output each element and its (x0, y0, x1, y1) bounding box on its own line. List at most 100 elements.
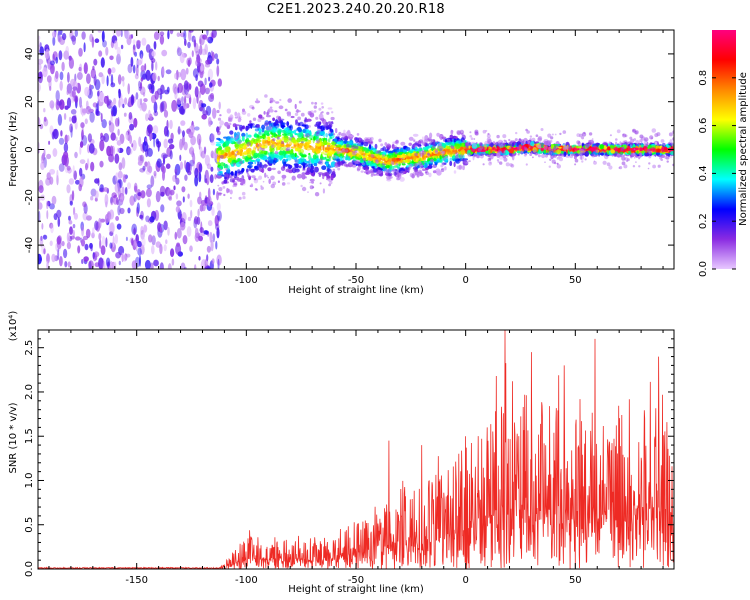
spectrogram-noise-blob (72, 86, 78, 91)
spectrogram-halo-dot (503, 139, 506, 142)
spectrogram-halo-dot (365, 172, 369, 175)
spectrogram-noise-blob (75, 179, 80, 185)
spectrogram-noise-blob (60, 130, 63, 137)
spectrogram-x-ticks: -150 -100 -50 0 50 (48, 30, 664, 286)
spectrogram-noise-blob (79, 145, 82, 155)
spectrogram-halo-dot (554, 162, 557, 165)
spectrogram-halo-dot (482, 163, 485, 166)
spectrogram-halo-dot (620, 147, 625, 151)
spectrogram-noise-blob (150, 83, 155, 95)
spectrogram-noise-blob (52, 36, 56, 46)
spectrogram-halo-dot (469, 131, 472, 134)
spectrogram-noise-blob (115, 251, 121, 259)
spectrogram-noise-blob (142, 141, 149, 152)
spectrogram-noise-blob (204, 87, 210, 95)
spectrogram-signal-blob (540, 147, 544, 151)
spectrogram-signal-blob (219, 120, 225, 126)
spectrogram-noise-blob (126, 146, 131, 156)
spectrogram-signal-blob (598, 151, 601, 157)
spectrogram-signal-blob (382, 146, 387, 152)
spectrogram-noise-blob (130, 56, 134, 68)
spectrogram-halo-dot (498, 141, 501, 145)
spectrogram-noise-blob (109, 222, 115, 234)
spectrogram-halo-dot (529, 138, 532, 141)
spectrogram-noise-blob (194, 126, 200, 131)
spectrogram-halo-dot (257, 144, 260, 147)
spectrogram-noise-blob (116, 53, 121, 65)
spectrogram-noise-blob (188, 131, 194, 139)
spectrogram-noise-blob (179, 105, 185, 115)
spectrogram-noise-blob (193, 216, 199, 225)
spectrogram-halo-dot (341, 148, 346, 153)
spectrogram-noise-blob (139, 168, 146, 173)
spectrogram-signal-blob (258, 175, 263, 180)
spectrogram-noise-blob (199, 38, 202, 45)
spectrogram-halo-dot (544, 161, 546, 163)
spectrogram-noise-blob (132, 228, 137, 235)
spectrogram-signal-blob (243, 144, 247, 150)
spectrogram-noise-blob (119, 196, 124, 204)
snr-y-tick-label: 0.0 (24, 561, 35, 577)
spectrogram-halo-dot (334, 144, 337, 147)
spectrogram-signal-blob (281, 146, 287, 152)
spectrogram-halo-dot (494, 142, 497, 146)
spectrogram-noise-blob (40, 154, 45, 164)
spectrogram-noise-blob (110, 132, 116, 141)
spectrogram-halo-dot (260, 186, 264, 190)
spectrogram-signal-blob (235, 126, 238, 131)
spectrogram-signal-blob (263, 163, 267, 169)
spectrogram-signal-blob (646, 152, 650, 157)
spectrogram-halo-dot (343, 159, 346, 162)
spectrogram-noise-blob (216, 210, 222, 222)
spectrogram-noise-blob (112, 235, 115, 248)
snr-x-tick-label: -150 (125, 575, 148, 586)
spectrogram-noise-blob (93, 58, 98, 66)
spectrogram-signal-blob (272, 117, 275, 122)
spectrogram-signal-blob (291, 130, 295, 134)
spectrogram-noise-blob (38, 179, 44, 190)
spectrogram-halo-dot (256, 98, 259, 101)
spectrogram-signal-blob (433, 139, 436, 143)
spectrogram-noise-blob (162, 154, 168, 159)
spectrogram-noise-blob (187, 41, 191, 49)
spectrogram-noise-blob (176, 228, 182, 239)
spectrogram-halo-dot (252, 117, 257, 121)
spectrogram-halo-dot (576, 140, 581, 145)
spectrogram-signal-blob (245, 126, 249, 130)
spectrogram-noise-blob (183, 80, 189, 90)
spectrogram-halo-dot (369, 136, 374, 141)
spectrogram-noise-blob (116, 140, 122, 146)
spectrogram-noise-blob (61, 33, 67, 41)
spectrogram-noise-blob (137, 247, 142, 256)
spectrogram-halo-dot (229, 174, 234, 179)
spectrogram-noise-blob (188, 83, 192, 90)
spectrogram-halo-dot (419, 152, 424, 157)
spectrogram-halo-dot (414, 148, 417, 151)
spectrogram-noise-blob (93, 74, 97, 86)
spectrogram-halo-dot (399, 157, 401, 160)
spectrogram-halo-dot (660, 154, 663, 157)
spectrogram-noise-blob (120, 44, 124, 50)
spectrogram-noise-blob (204, 258, 209, 269)
spectrogram-noise-blob (106, 95, 109, 108)
spectrogram-halo-dot (630, 138, 635, 143)
spectrogram-signal-blob (318, 113, 324, 119)
spectrogram-noise-blob (148, 165, 153, 174)
spectrogram-signal-blob (301, 172, 306, 177)
spectrogram-halo-dot (488, 161, 492, 166)
spectrogram-signal-blob (272, 159, 276, 165)
spectrogram-noise-blob (218, 101, 221, 110)
spectrogram-halo-dot (621, 161, 626, 166)
spectrogram-noise-blob (65, 45, 70, 57)
spectrogram-signal-blob (354, 143, 358, 146)
spectrogram-noise-blob (196, 133, 202, 146)
spectrogram-noise-blob (188, 30, 192, 42)
spectrogram-signal-blob (385, 156, 388, 161)
spectrogram-halo-dot (413, 140, 416, 143)
spectrogram-halo-dot (236, 150, 239, 154)
spectrogram-halo-dot (377, 150, 381, 154)
spectrogram-signal-blob (260, 150, 267, 154)
spectrogram-noise-blob (149, 132, 153, 141)
spectrogram-noise-blob (122, 80, 125, 87)
spectrogram-noise-blob (187, 216, 192, 222)
